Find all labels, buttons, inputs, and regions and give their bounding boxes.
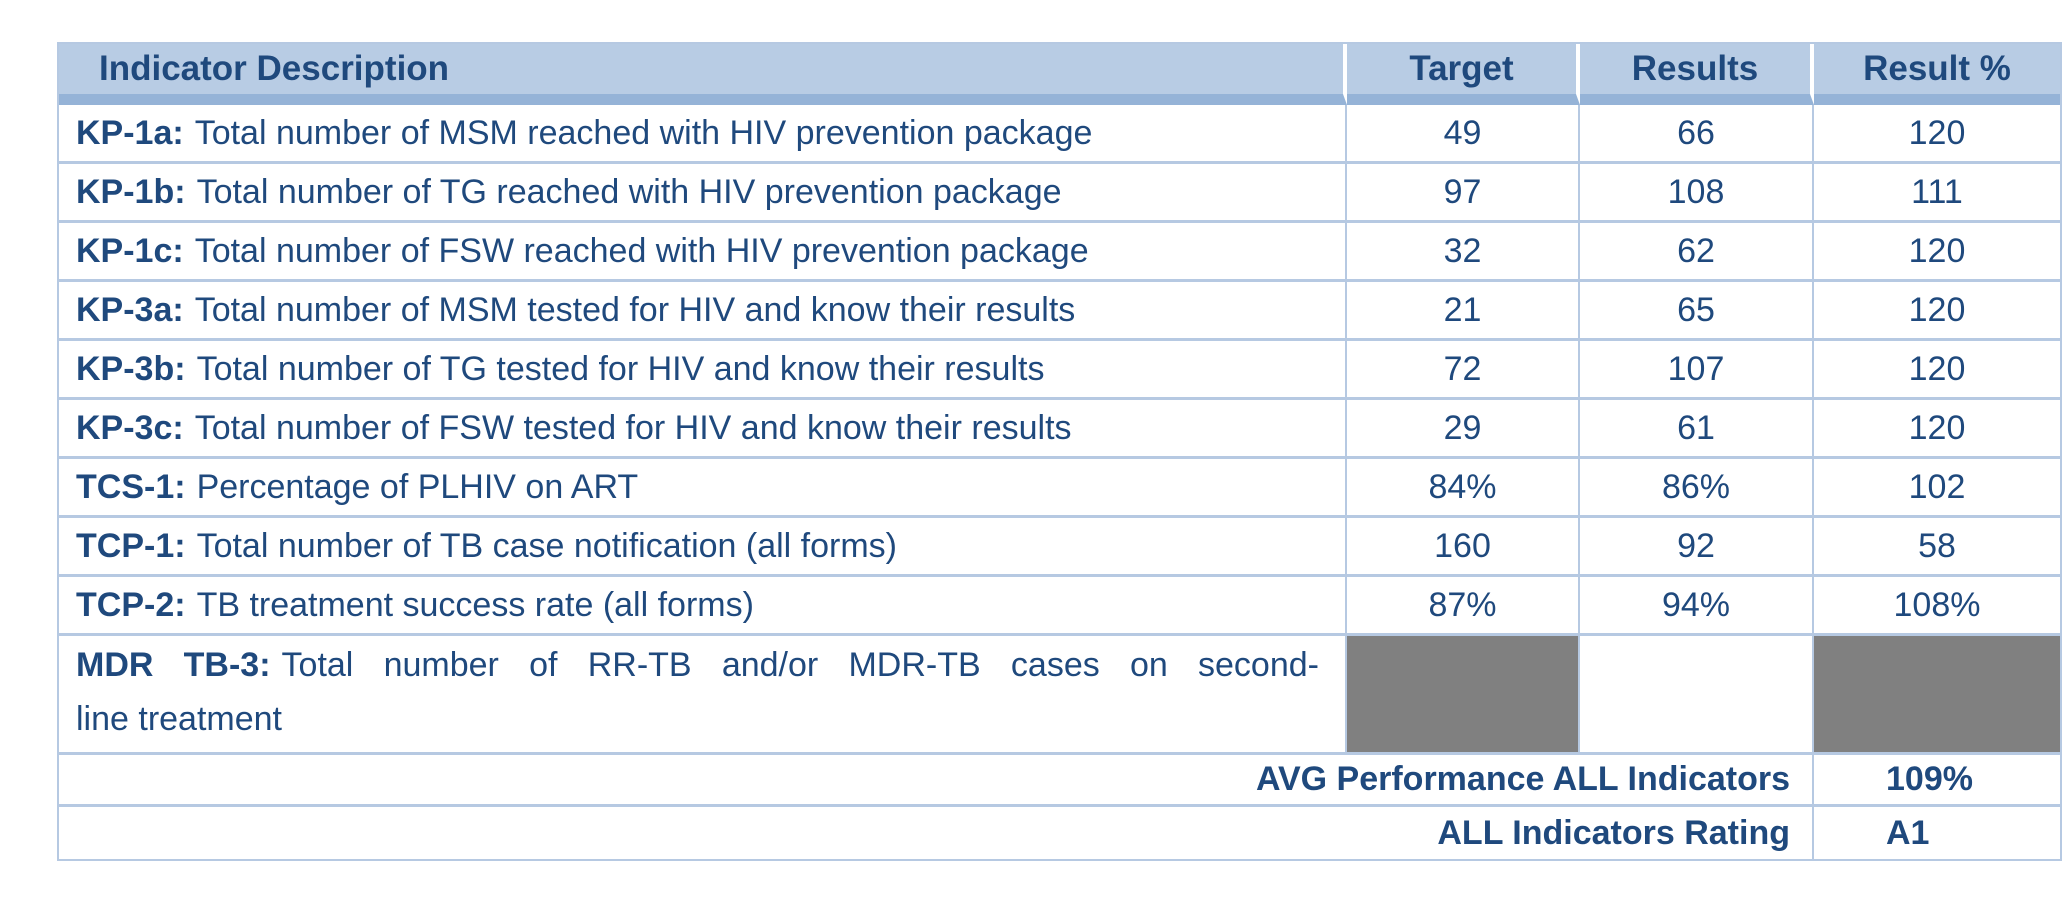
indicator-description-cell: KP-1a: Total number of MSM reached with H… [59, 105, 1347, 164]
indicator-code: KP-3b: [76, 349, 186, 388]
all-indicators-rating-label: ALL Indicators Rating [59, 807, 1814, 859]
target-cell: 160 [1347, 518, 1580, 577]
avg-performance-label: AVG Performance ALL Indicators [59, 755, 1814, 807]
indicator-text: Total number of TG reached with HIV prev… [196, 172, 1062, 211]
indicator-performance-table: Indicator Description Target Results Res… [57, 42, 2062, 861]
result-pct-cell: 120 [1814, 400, 2060, 459]
header-result-pct: Result % [1814, 44, 2060, 105]
results-cell: 92 [1580, 518, 1814, 577]
result-pct-cell: 120 [1814, 105, 2060, 164]
result-pct-cell: 102 [1814, 459, 2060, 518]
target-cell: 87% [1347, 577, 1580, 636]
target-cell: 49 [1347, 105, 1580, 164]
indicator-description-cell: TCP-1: Total number of TB case notificati… [59, 518, 1347, 577]
header-row: Indicator Description Target Results Res… [59, 44, 2060, 105]
result-pct-cell: 58 [1814, 518, 2060, 577]
indicator-description-cell: MDR TB-3: Total number of RR-TB and/or MD… [59, 636, 1347, 755]
result-pct-cell: 111 [1814, 164, 2060, 223]
indicator-description-cell: TCS-1: Percentage of PLHIV on ART [59, 459, 1347, 518]
table-row-tcp-1: TCP-1: Total number of TB case notificati… [59, 518, 2060, 577]
target-cell: 72 [1347, 341, 1580, 400]
indicator-description-cell: KP-3c: Total number of FSW tested for HIV… [59, 400, 1347, 459]
indicator-code: KP-1c: [76, 231, 184, 270]
all-indicators-rating-value: A1 [1814, 807, 2060, 859]
target-cell: 32 [1347, 223, 1580, 282]
indicator-text: Total number of TB case notification (al… [196, 526, 897, 565]
indicator-text-line1: MDR TB-3: Total number of RR-TB and/or MD… [76, 646, 1319, 684]
table-row-kp-3c: KP-3c: Total number of FSW tested for HIV… [59, 400, 2060, 459]
result-pct-cell: 108% [1814, 577, 2060, 636]
indicator-code: TCS-1: [76, 467, 186, 506]
indicator-text: Total number of FSW reached with HIV pre… [194, 231, 1089, 270]
indicator-text: Total number of MSM reached with HIV pre… [194, 113, 1093, 152]
target-cell: 84% [1347, 459, 1580, 518]
indicator-text: Total number of TG tested for HIV and kn… [196, 349, 1045, 388]
avg-performance-row: AVG Performance ALL Indicators 109% [59, 755, 2060, 807]
header-target: Target [1347, 44, 1580, 105]
table-row-tcs-1: TCS-1: Percentage of PLHIV on ART 84% 86%… [59, 459, 2060, 518]
indicator-code: MDR TB-3: [76, 646, 271, 684]
header-indicator-description: Indicator Description [59, 44, 1347, 105]
results-cell: 108 [1580, 164, 1814, 223]
results-blank-cell [1580, 636, 1814, 755]
results-cell: 86% [1580, 459, 1814, 518]
table-row-kp-1a: KP-1a: Total number of MSM reached with H… [59, 105, 2060, 164]
indicator-text: Percentage of PLHIV on ART [196, 467, 639, 506]
table-row-tcp-2: TCP-2: TB treatment success rate (all for… [59, 577, 2060, 636]
target-blank-gray-cell [1347, 636, 1580, 755]
indicator-text: TB treatment success rate (all forms) [196, 585, 754, 624]
results-cell: 65 [1580, 282, 1814, 341]
table-row-kp-3b: KP-3b: Total number of TG tested for HIV … [59, 341, 2060, 400]
results-cell: 61 [1580, 400, 1814, 459]
target-cell: 97 [1347, 164, 1580, 223]
indicator-text: Total number of MSM tested for HIV and k… [194, 290, 1076, 329]
indicator-code: TCP-2: [76, 585, 186, 624]
indicator-description-cell: KP-1c: Total number of FSW reached with H… [59, 223, 1347, 282]
table-row-kp-1b: KP-1b: Total number of TG reached with HI… [59, 164, 2060, 223]
result-pct-cell: 120 [1814, 341, 2060, 400]
indicator-code: KP-1b: [76, 172, 186, 211]
results-cell: 62 [1580, 223, 1814, 282]
indicator-text: Total number of FSW tested for HIV and k… [194, 408, 1072, 447]
indicator-description-cell: KP-3b: Total number of TG tested for HIV … [59, 341, 1347, 400]
results-cell: 94% [1580, 577, 1814, 636]
table-row-kp-3a: KP-3a: Total number of MSM tested for HIV… [59, 282, 2060, 341]
indicator-code: KP-3c: [76, 408, 184, 447]
indicator-description-cell: KP-3a: Total number of MSM tested for HIV… [59, 282, 1347, 341]
table-row-kp-1c: KP-1c: Total number of FSW reached with H… [59, 223, 2060, 282]
indicator-description-cell: TCP-2: TB treatment success rate (all for… [59, 577, 1347, 636]
table-row-mdr-tb-3: MDR TB-3: Total number of RR-TB and/or MD… [59, 636, 2060, 755]
target-cell: 29 [1347, 400, 1580, 459]
avg-performance-value: 109% [1814, 755, 2060, 807]
results-cell: 66 [1580, 105, 1814, 164]
results-cell: 107 [1580, 341, 1814, 400]
result-pct-cell: 120 [1814, 282, 2060, 341]
indicator-code: TCP-1: [76, 526, 186, 565]
indicator-text-line2: line treatment [76, 700, 282, 738]
result-pct-cell: 120 [1814, 223, 2060, 282]
all-indicators-rating-row: ALL Indicators Rating A1 [59, 807, 2060, 859]
header-results: Results [1580, 44, 1814, 105]
indicator-code: KP-1a: [76, 113, 184, 152]
result-pct-blank-gray-cell [1814, 636, 2060, 755]
indicator-description-cell: KP-1b: Total number of TG reached with HI… [59, 164, 1347, 223]
indicator-code: KP-3a: [76, 290, 184, 329]
target-cell: 21 [1347, 282, 1580, 341]
